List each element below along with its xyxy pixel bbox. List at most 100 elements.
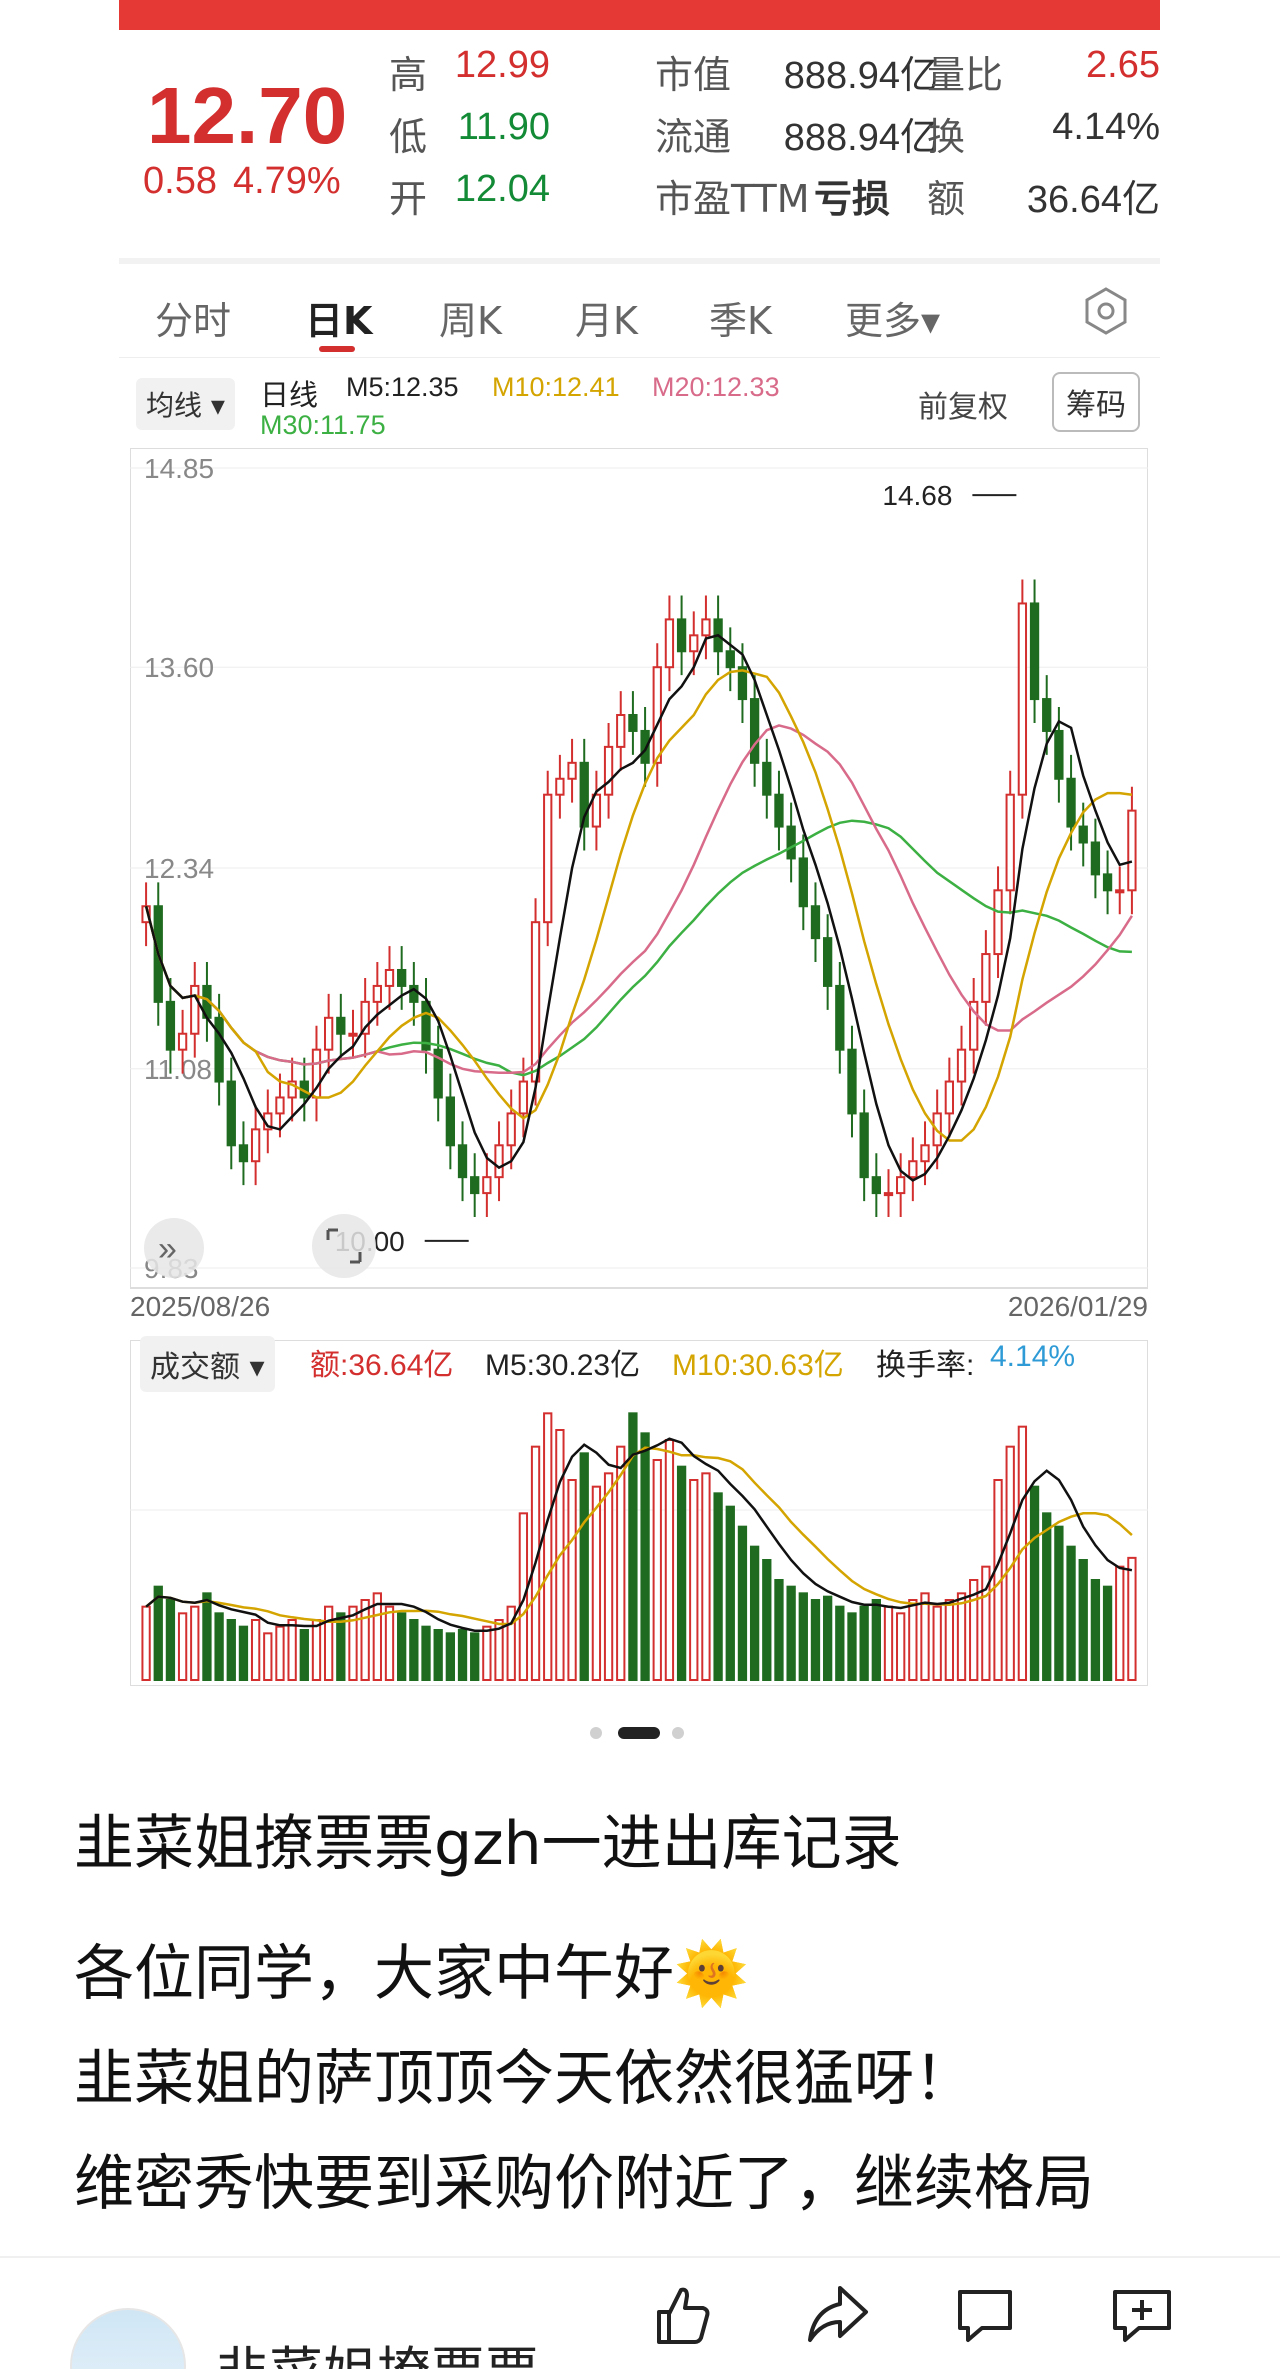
candle-body xyxy=(871,1176,881,1195)
volume-bar xyxy=(202,1592,212,1681)
chips-button[interactable]: 筹码 xyxy=(1052,372,1140,432)
open-value: 12.04 xyxy=(454,168,550,210)
candle-body xyxy=(628,714,638,732)
volume-bar xyxy=(543,1412,553,1681)
candle-body xyxy=(397,968,407,987)
volume-bar xyxy=(725,1505,735,1681)
volume-bar xyxy=(311,1619,322,1681)
tab-weekly-k[interactable]: 周K xyxy=(439,299,502,343)
author-name[interactable]: 韭菜姐撩票票 xyxy=(215,2328,539,2369)
kline-chart[interactable]: 14.8513.6012.3411.089.8314.6810.00»2025/… xyxy=(130,448,1148,1318)
like-icon[interactable] xyxy=(645,2278,719,2352)
low-label: 低 xyxy=(389,115,428,159)
tab-daily-k[interactable]: 日K xyxy=(305,299,373,343)
active-tab-indicator xyxy=(319,346,355,352)
candle-body xyxy=(1029,602,1040,701)
candle-body xyxy=(336,1016,346,1035)
x-start-date: 2025/08/26 xyxy=(130,1291,270,1318)
volume-bar xyxy=(956,1592,967,1681)
volume-bar xyxy=(1054,1525,1064,1681)
candle-body xyxy=(177,1032,188,1051)
candle-body xyxy=(445,1096,456,1147)
candle-body xyxy=(470,1176,480,1195)
comment-icon[interactable] xyxy=(948,2278,1022,2352)
candle-body xyxy=(482,1176,492,1195)
volume-bar xyxy=(457,1629,468,1681)
volume-selector[interactable]: 成交额 ▾ xyxy=(140,1336,275,1392)
candle-body xyxy=(810,905,821,940)
volume-bar xyxy=(177,1612,188,1682)
candle-body xyxy=(433,1048,443,1099)
avatar[interactable] xyxy=(70,2308,186,2369)
tab-quarterly-k[interactable]: 季K xyxy=(709,299,772,343)
volume-bar xyxy=(214,1612,224,1682)
open-label: 开 xyxy=(389,177,428,221)
price-change: 0.58 4.79% xyxy=(143,160,357,203)
share-icon[interactable] xyxy=(800,2278,874,2352)
volume-bar xyxy=(701,1472,711,1681)
period-label: 日线 xyxy=(260,380,319,412)
turnover-value: 4.14% xyxy=(1052,106,1160,148)
kline-y-tick: 11.08 xyxy=(144,1054,212,1085)
collapse-button xyxy=(144,1218,204,1278)
pe-ttm-value: 亏损 xyxy=(813,179,890,221)
tab-more[interactable]: 更多▾ xyxy=(845,299,941,343)
volume-bar xyxy=(981,1565,991,1682)
volume-bar xyxy=(822,1595,833,1681)
candle-body xyxy=(238,1144,249,1163)
message-plus-icon[interactable] xyxy=(1105,2278,1179,2352)
volume-bar xyxy=(226,1619,236,1681)
pager-dot[interactable] xyxy=(590,1727,602,1739)
candle-body xyxy=(323,1016,334,1051)
volume-bar xyxy=(944,1599,955,1681)
pager-dot[interactable] xyxy=(672,1727,684,1739)
volume-bar xyxy=(238,1625,249,1681)
candle-body xyxy=(421,1000,431,1051)
candle-body xyxy=(555,777,565,796)
candle-body xyxy=(287,1080,297,1099)
volume-ratio-value: 2.65 xyxy=(1086,44,1160,86)
ma20-value: M20:12.33 xyxy=(652,372,780,402)
pager-dot-active[interactable] xyxy=(618,1727,660,1739)
candle-body xyxy=(786,825,796,860)
image-pager[interactable] xyxy=(590,1722,690,1742)
divider xyxy=(119,258,1160,264)
tab-monthly-k[interactable]: 月K xyxy=(575,299,638,343)
volume-bar xyxy=(153,1585,163,1682)
volume-bar xyxy=(190,1605,200,1681)
volume-bar xyxy=(323,1605,334,1681)
candle-body xyxy=(226,1080,236,1147)
top-banner xyxy=(119,0,1160,30)
volume-bar xyxy=(421,1625,431,1681)
volume-bar xyxy=(409,1619,419,1681)
quote-panel: 12.70 0.58 4.79% 高 低 开 12.99 11.90 12.04 … xyxy=(119,30,1160,260)
volume-bar xyxy=(786,1585,796,1682)
candle-body xyxy=(591,793,602,828)
ma5-value: M5:12.35 xyxy=(346,372,459,402)
candle-body xyxy=(737,666,748,701)
candle-body xyxy=(530,921,541,1083)
ma-selector[interactable]: 均线 ▾ xyxy=(136,378,235,430)
volume-bar xyxy=(360,1599,370,1681)
volume-bar xyxy=(1102,1585,1113,1682)
volume-bar xyxy=(506,1605,516,1681)
change-amount: 0.58 xyxy=(143,160,217,202)
volume-bar xyxy=(798,1592,808,1681)
pe-ttm-label: 市盈TTM xyxy=(655,177,810,221)
candle-body xyxy=(372,984,382,1003)
volume-bar xyxy=(372,1592,382,1681)
candle-body xyxy=(1102,873,1113,892)
candle-body xyxy=(835,984,845,1051)
candle-body xyxy=(701,618,711,637)
settings-icon[interactable] xyxy=(1079,284,1133,338)
candle-body xyxy=(956,1048,967,1083)
volume-chart[interactable] xyxy=(130,1340,1148,1686)
candle-body xyxy=(640,729,650,764)
volume-bar xyxy=(859,1605,869,1681)
volume-bar xyxy=(470,1632,480,1682)
x-end-date: 2026/01/29 xyxy=(1008,1291,1148,1318)
candle-body xyxy=(518,1080,529,1115)
adjust-mode[interactable]: 前复权 xyxy=(918,390,1008,425)
volume-bar xyxy=(871,1599,881,1681)
tab-intraday[interactable]: 分时 xyxy=(155,299,232,343)
